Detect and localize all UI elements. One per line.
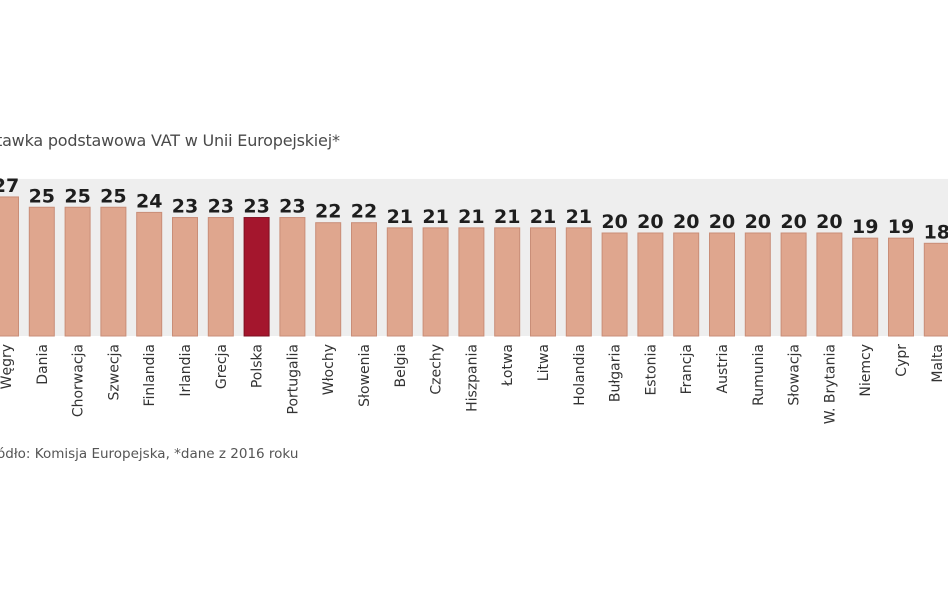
value-label-łotwa: 21 — [494, 206, 520, 228]
bar-finlandia — [136, 211, 163, 337]
value-label-w-brytania: 20 — [816, 211, 842, 233]
value-label-hiszpania: 21 — [458, 206, 484, 228]
value-label-austria: 20 — [709, 211, 735, 233]
category-label-szwecja: Szwecja — [106, 344, 122, 400]
bar-belgia — [386, 227, 413, 337]
category-label-słowenia: Słowenia — [357, 344, 373, 407]
bar-słowacja — [780, 232, 807, 337]
category-label-bułgaria: Bułgaria — [608, 344, 624, 402]
category-label-finlandia: Finlandia — [142, 344, 158, 407]
category-label-hiszpania: Hiszpania — [464, 344, 480, 412]
value-label-finlandia: 24 — [136, 190, 162, 212]
category-label-litwa: Litwa — [536, 344, 552, 381]
bar-niemcy — [852, 237, 879, 337]
value-label-francja: 20 — [673, 211, 699, 233]
bar-włochy — [315, 222, 342, 337]
chart-source: ódło: Komisja Europejska, *dane z 2016 r… — [0, 446, 299, 462]
chart-title: tawka podstawowa VAT w Unii Europejskiej… — [0, 131, 340, 150]
value-label-bułgaria: 20 — [601, 211, 627, 233]
category-label-polska: Polska — [250, 344, 266, 388]
value-label-irlandia: 23 — [172, 196, 198, 218]
value-label-rumunia: 20 — [745, 211, 771, 233]
bar-słowenia — [351, 222, 377, 337]
category-label-dania: Dania — [35, 344, 51, 385]
bar-łotwa — [494, 227, 521, 337]
value-label-włochy: 22 — [315, 201, 341, 223]
bar-szwecja — [100, 206, 127, 337]
category-label-czechy: Czechy — [429, 344, 445, 395]
value-label-portugalia: 23 — [279, 196, 305, 218]
value-label-słowacja: 20 — [780, 211, 806, 233]
value-label-holandia: 21 — [566, 206, 592, 228]
value-label-niemcy: 19 — [852, 216, 878, 238]
value-label-szwecja: 25 — [100, 185, 126, 207]
category-label-holandia: Holandia — [572, 344, 588, 406]
bar-węgry — [0, 196, 19, 337]
category-label-estonia: Estonia — [643, 344, 659, 396]
category-label-austria: Austria — [715, 344, 731, 393]
bar-estonia — [637, 232, 664, 337]
bar-polska — [243, 217, 270, 337]
value-label-litwa: 21 — [530, 206, 556, 228]
bar-bułgaria — [601, 232, 628, 337]
category-label-chorwacja: Chorwacja — [71, 344, 87, 417]
value-label-czechy: 21 — [422, 206, 448, 228]
value-label-grecja: 23 — [208, 196, 234, 218]
category-label-węgry: Węgry — [0, 344, 15, 389]
category-label-francja: Francja — [679, 344, 695, 394]
category-label-portugalia: Portugalia — [285, 344, 301, 414]
value-label-dania: 25 — [29, 185, 55, 207]
value-label-cypr: 19 — [888, 216, 914, 238]
bar-hiszpania — [458, 227, 485, 337]
bar-dania — [28, 206, 55, 337]
bar-irlandia — [172, 217, 198, 337]
category-label-rumunia: Rumunia — [751, 344, 767, 406]
bar-austria — [709, 232, 735, 337]
category-label-włochy: Włochy — [321, 344, 337, 395]
bar-grecja — [207, 217, 234, 337]
bar-chorwacja — [64, 206, 91, 337]
bar-francja — [673, 232, 700, 337]
bar-portugalia — [279, 217, 306, 337]
category-label-łotwa: Łotwa — [500, 344, 516, 387]
value-label-słowenia: 22 — [351, 201, 377, 223]
category-label-irlandia: Irlandia — [178, 344, 194, 397]
bar-holandia — [565, 227, 592, 337]
value-label-chorwacja: 25 — [64, 185, 90, 207]
category-label-cypr: Cypr — [894, 344, 910, 377]
category-label-słowacja: Słowacja — [787, 344, 803, 406]
value-label-węgry: 27 — [0, 175, 19, 197]
value-label-malta: 18 — [924, 221, 948, 243]
category-label-niemcy: Niemcy — [858, 344, 874, 397]
bar-cypr — [888, 237, 914, 337]
category-label-belgia: Belgia — [393, 344, 409, 387]
value-label-polska: 23 — [243, 196, 269, 218]
bar-w-brytania — [816, 232, 843, 337]
category-label-w-brytania: W. Brytania — [822, 344, 838, 424]
bar-litwa — [530, 227, 556, 337]
value-label-estonia: 20 — [637, 211, 663, 233]
category-label-malta: Malta — [930, 344, 946, 383]
bar-rumunia — [744, 232, 771, 337]
bar-czechy — [422, 227, 449, 337]
bar-malta — [923, 242, 948, 337]
category-label-grecja: Grecja — [214, 344, 230, 389]
value-label-belgia: 21 — [387, 206, 413, 228]
